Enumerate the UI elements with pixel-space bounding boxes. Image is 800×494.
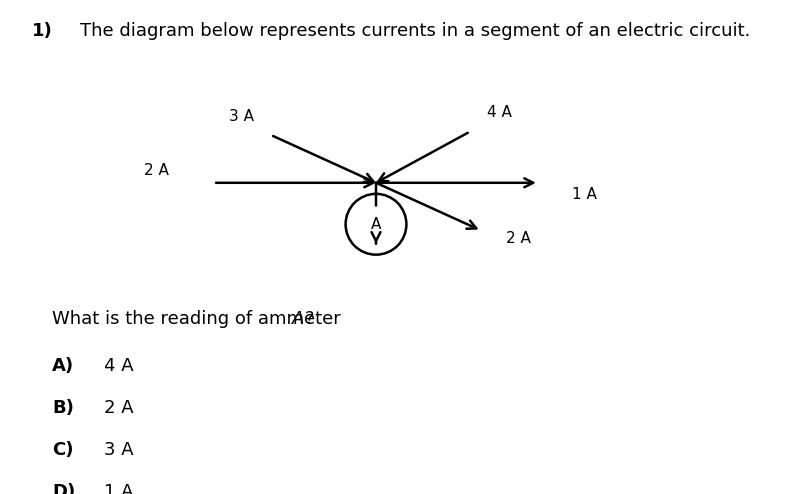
Text: C): C): [52, 441, 74, 458]
Text: ?: ?: [305, 310, 314, 328]
Text: 3 A: 3 A: [104, 441, 134, 458]
Text: What is the reading of ammeter: What is the reading of ammeter: [52, 310, 346, 328]
Text: 1): 1): [32, 22, 53, 40]
Text: 2 A: 2 A: [506, 231, 531, 246]
Text: 2 A: 2 A: [104, 399, 134, 416]
Text: A): A): [52, 357, 74, 374]
Text: B): B): [52, 399, 74, 416]
Text: A: A: [292, 310, 304, 328]
Text: 4 A: 4 A: [104, 357, 134, 374]
Text: D): D): [52, 483, 75, 494]
Text: A: A: [371, 217, 381, 232]
Text: The diagram below represents currents in a segment of an electric circuit.: The diagram below represents currents in…: [80, 22, 750, 40]
Text: 2 A: 2 A: [143, 163, 169, 178]
Text: 3 A: 3 A: [229, 109, 254, 124]
Text: 4 A: 4 A: [487, 106, 512, 121]
Text: 1 A: 1 A: [571, 188, 597, 203]
Text: 1 A: 1 A: [104, 483, 134, 494]
